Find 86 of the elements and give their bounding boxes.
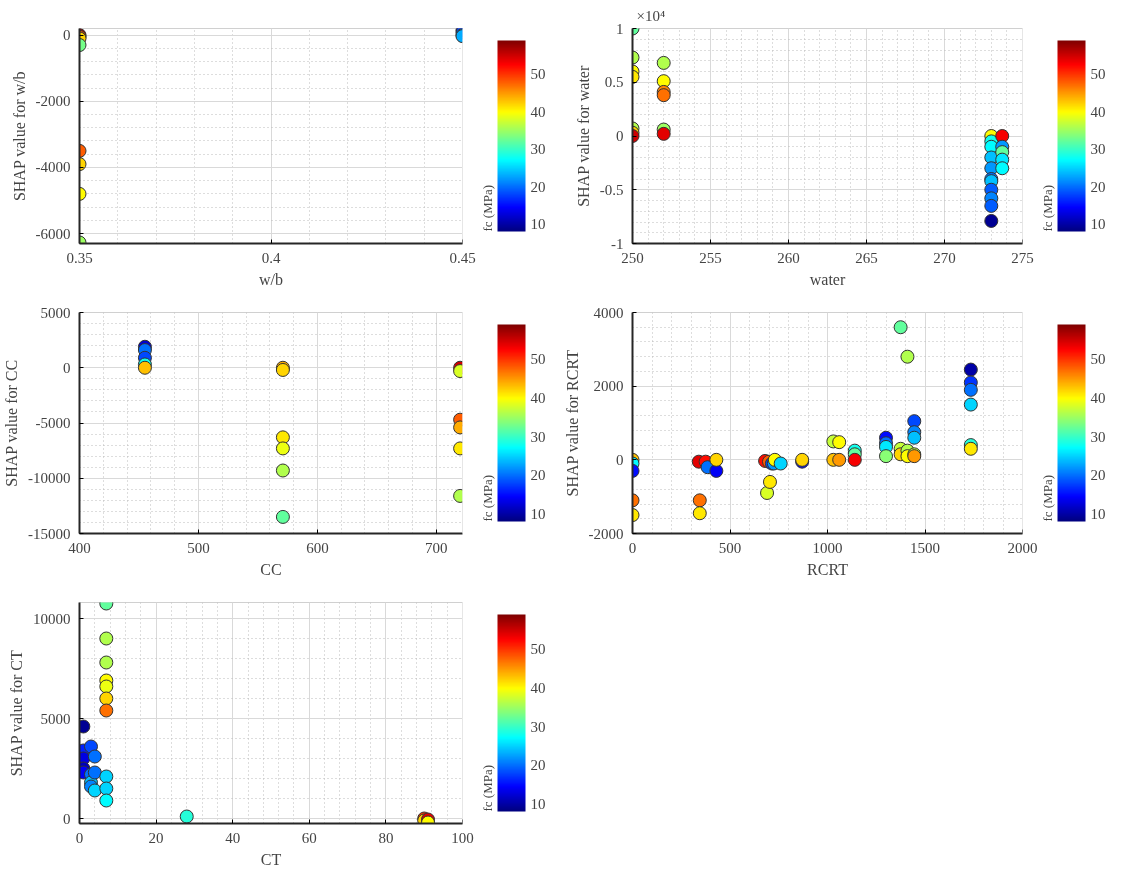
x-tick-label: 700 (425, 539, 448, 556)
x-tick-label: 500 (187, 539, 210, 556)
color-bar-label: 50 (530, 641, 546, 658)
y-tick-label: 4000 (593, 304, 624, 321)
y-tick-label: 0.5 (604, 74, 624, 91)
x-tick-label: 20 (148, 829, 164, 846)
color-bar-label: 50 (530, 351, 546, 368)
color-bar-label: 20 (530, 757, 546, 774)
color-bar-label: 50 (1090, 66, 1106, 83)
x-tick-label: 400 (68, 539, 91, 556)
color-bar-label: 20 (1090, 178, 1106, 195)
y-tick-label: 2000 (593, 378, 624, 395)
y-tick-label: 0 (63, 810, 71, 827)
y-axis-title: SHAP value for CT (8, 650, 25, 777)
color-bar-label: 20 (530, 178, 546, 195)
y-tick-label: 5000 (40, 710, 71, 727)
y-axis-title: SHAP value for RCRT (563, 349, 581, 497)
x-tick-label: 80 (378, 829, 394, 846)
y-tick-label: 1 (616, 20, 624, 37)
x-tick-label: 250 (621, 249, 644, 266)
color-bar-title: fc (MPa) (479, 474, 495, 522)
color-bar-label: 50 (1090, 351, 1106, 368)
x-tick-label: 1000 (812, 539, 843, 556)
color-bar-label: 10 (1090, 505, 1106, 522)
color-bar-label: 40 (1090, 389, 1106, 406)
y-tick-label: 0 (63, 27, 71, 44)
color-bar-label: 40 (1090, 103, 1106, 120)
color-bar-label: 30 (530, 141, 546, 158)
y-axis-title: SHAP value for CC (3, 359, 20, 487)
x-tick-label: 270 (933, 249, 956, 266)
color-bar-title: fc (MPa) (1039, 474, 1055, 522)
color-bar-title: fc (MPa) (1039, 184, 1055, 232)
color-bar-label: 30 (530, 428, 546, 445)
x-axis-title: water (809, 270, 846, 288)
x-axis-title: w/b (259, 270, 283, 288)
color-bar-label: 10 (530, 216, 546, 233)
color-bar-label: 10 (530, 505, 546, 522)
y-axis-title: SHAP value for water (574, 65, 592, 207)
x-tick-label: 260 (777, 249, 800, 266)
color-bar-label: 30 (1090, 428, 1106, 445)
text: ×10⁴ (636, 7, 666, 24)
y-tick-label: -15000 (28, 525, 71, 542)
x-tick-label: 0 (628, 539, 637, 556)
y-tick-label: 0 (616, 128, 624, 144)
x-axis-title: CT (260, 850, 282, 868)
y-tick-label: -0.5 (599, 181, 624, 198)
y-tick-label: 0 (616, 451, 624, 468)
x-tick-label: 100 (451, 829, 474, 846)
color-bar-label: 10 (1090, 216, 1106, 233)
color-bar-label: 40 (530, 679, 546, 696)
y-tick-label: 10000 (33, 610, 71, 627)
x-tick-label: 255 (699, 249, 722, 266)
color-bar-label: 20 (1090, 467, 1106, 484)
x-tick-label: 0.35 (66, 249, 93, 266)
x-tick-label: 0.4 (261, 249, 281, 266)
x-tick-label: 265 (855, 249, 878, 266)
x-tick-label: 2000 (1007, 539, 1038, 556)
x-tick-label: 275 (1011, 249, 1034, 266)
y-tick-label: 0 (63, 359, 71, 376)
color-bar-label: 30 (1090, 141, 1106, 158)
x-tick-label: 500 (718, 539, 742, 556)
color-bar-title: fc (MPa) (479, 764, 495, 812)
color-bar-label: 40 (530, 103, 546, 120)
color-bar-label: 30 (530, 718, 546, 735)
y-tick-label: -1 (611, 235, 624, 252)
y-tick-label: -10000 (28, 470, 71, 487)
color-bar-label: 50 (530, 66, 546, 83)
x-tick-label: 0 (75, 829, 84, 846)
y-tick-label: -6000 (35, 225, 71, 242)
color-bar-label: 40 (530, 389, 546, 406)
x-tick-label: 1500 (910, 539, 940, 556)
y-tick-label: -4000 (35, 159, 71, 176)
x-tick-label: 40 (225, 829, 241, 846)
y-tick-label: -2000 (35, 93, 71, 110)
y-axis-title: SHAP value for w/b (10, 71, 28, 202)
color-bar-label: 20 (530, 467, 546, 484)
x-axis-title: RCRT (807, 560, 849, 578)
x-axis-title: CC (260, 560, 282, 578)
x-tick-label: 60 (301, 829, 317, 846)
color-bar-label: 10 (530, 795, 546, 812)
y-tick-label: 5000 (40, 304, 71, 321)
x-tick-label: 0.45 (449, 249, 476, 266)
y-tick-label: -2000 (588, 525, 624, 542)
y-tick-label: -5000 (35, 415, 71, 431)
x-tick-label: 600 (306, 539, 329, 556)
color-bar-title: fc (MPa) (479, 184, 495, 232)
